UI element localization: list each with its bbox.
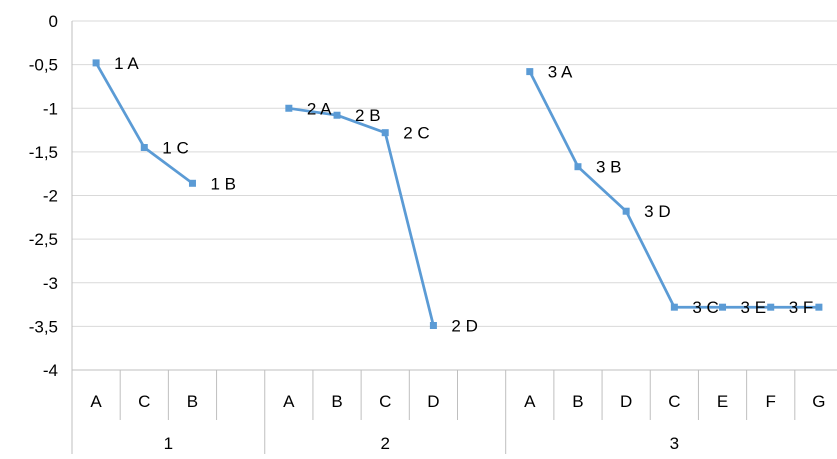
data-point-marker [334,112,341,119]
x-category-label: D [620,392,632,411]
series-line [96,63,192,183]
x-category-label: B [572,392,583,411]
data-point-marker [285,105,292,112]
data-label: 3 A [548,63,573,82]
x-axis: A C B 1 A B C D 2 A B D C E F G 3 [72,370,837,454]
data-label: 2 A [307,99,332,118]
data-point-marker [382,129,389,136]
data-label: 3 F [789,298,814,317]
x-category-label: D [427,392,439,411]
y-tick-label: -2 [43,187,58,206]
y-tick-label: -3 [43,274,58,293]
y-tick-label: 0 [49,12,58,31]
x-group-label: 2 [380,434,389,453]
data-point-marker [671,304,678,311]
x-category-label: B [331,392,342,411]
x-category-label: C [379,392,391,411]
data-labels: 1 A1 C1 B2 A2 B2 C2 D3 A3 B3 D3 C3 E3 F3… [114,54,837,336]
x-category-label: C [668,392,680,411]
data-label: 2 B [355,106,381,125]
x-category-label: B [187,392,198,411]
data-label: 1 B [210,174,236,193]
x-category-label: F [766,392,776,411]
y-tick-label: -3,5 [29,317,58,336]
data-point-marker [815,304,822,311]
data-point-marker [430,322,437,329]
y-tick-label: -0,5 [29,56,58,75]
data-label: 2 C [403,124,429,143]
data-point-marker [623,208,630,215]
x-group-label: 1 [164,434,173,453]
y-tick-label: -1 [43,99,58,118]
data-label: 3 E [741,298,767,317]
x-category-label: A [283,392,295,411]
x-category-label: G [812,392,825,411]
data-label: 3 D [644,202,670,221]
y-axis: 0 -0,5 -1 -1,5 -2 -2,5 -3 -3,5 -4 [29,12,72,454]
data-label: 1 A [114,54,139,73]
data-point-marker [189,180,196,187]
data-label: 3 C [692,298,718,317]
x-category-label: A [90,392,102,411]
data-point-marker [93,59,100,66]
data-point-marker [574,163,581,170]
y-tick-label: -1,5 [29,143,58,162]
data-label: 2 D [451,317,477,336]
x-category-label: E [717,392,728,411]
series-line [530,72,819,308]
x-category-label: C [138,392,150,411]
data-label: 3 B [596,158,622,177]
y-tick-label: -2,5 [29,230,58,249]
data-point-marker [141,144,148,151]
series-lines [93,59,823,329]
data-point-marker [526,68,533,75]
data-point-marker [767,304,774,311]
data-point-marker [719,304,726,311]
data-label: 1 C [162,139,188,158]
x-category-label: A [524,392,536,411]
x-group-label: 3 [670,434,679,453]
y-tick-label: -4 [43,361,58,380]
